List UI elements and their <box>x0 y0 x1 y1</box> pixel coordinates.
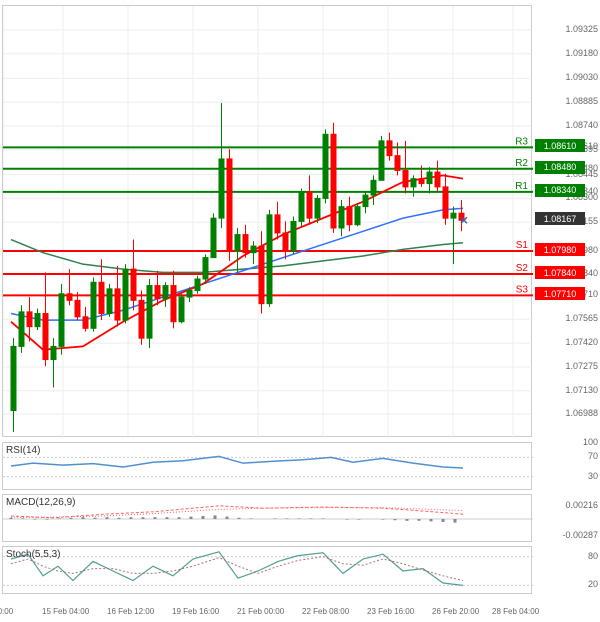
rsi-svg <box>3 443 533 491</box>
x-tick: 21 Feb 00:00 <box>237 607 284 616</box>
main-y-axis: 1.06988 1.07130 1.07275 1.07420 1.07565 1.077… <box>535 5 600 437</box>
sr-price-box: 1.08480 <box>535 161 585 174</box>
stoch-chart[interactable]: Stoch(5,5,3) <box>2 546 532 594</box>
rsi-label: RSI(14) <box>6 445 40 456</box>
y-tick: 1.07130 <box>565 385 598 395</box>
x-tick: 26 Feb 20:00 <box>432 607 479 616</box>
x-tick: eb 20:00 <box>0 607 13 616</box>
sr-price-box: 1.08340 <box>535 184 585 197</box>
stoch-tick: 20 <box>588 579 598 589</box>
stoch-svg <box>3 547 533 595</box>
main-price-chart[interactable]: R3 R2 R1 S1 S2 S3 <box>2 5 532 437</box>
y-tick: 1.08740 <box>565 120 598 130</box>
macd-label: MACD(12,26,9) <box>6 497 75 508</box>
y-tick: 1.09180 <box>565 48 598 58</box>
macd-chart[interactable]: MACD(12,26,9) <box>2 494 532 542</box>
x-tick: 16 Feb 12:00 <box>107 607 154 616</box>
y-tick: 1.07420 <box>565 337 598 347</box>
current-price-box: 1.08167 <box>535 212 585 225</box>
x-axis: eb 20:00 15 Feb 04:00 16 Feb 12:00 19 Feb 1… <box>2 601 532 616</box>
x-tick: 19 Feb 16:00 <box>172 607 219 616</box>
x-tick: 22 Feb 08:00 <box>302 607 349 616</box>
main-chart-svg: R3 R2 R1 S1 S2 S3 <box>3 6 533 438</box>
svg-text:S2: S2 <box>516 263 529 274</box>
stoch-tick: 80 <box>588 551 598 561</box>
sr-price-box: 1.07980 <box>535 243 585 256</box>
y-tick: 1.06988 <box>565 408 598 418</box>
y-tick: 1.07565 <box>565 313 598 323</box>
rsi-chart[interactable]: RSI(14) <box>2 442 532 490</box>
y-tick: 1.08885 <box>565 96 598 106</box>
svg-text:R1: R1 <box>515 181 528 192</box>
rsi-tick: 70 <box>588 451 598 461</box>
y-tick: 1.07275 <box>565 361 598 371</box>
rsi-tick: 100 <box>583 437 598 447</box>
x-tick: 28 Feb 04:00 <box>492 607 539 616</box>
y-tick: 1.09030 <box>565 72 598 82</box>
svg-text:S1: S1 <box>516 240 529 251</box>
macd-svg <box>3 495 533 543</box>
macd-y-axis: -0.00287 0.00216 <box>535 494 600 542</box>
macd-tick: 0.00216 <box>565 500 598 510</box>
stoch-y-axis: 2080 <box>535 546 600 594</box>
svg-text:R2: R2 <box>515 158 528 169</box>
svg-text:S3: S3 <box>516 284 529 295</box>
macd-tick: -0.00287 <box>562 530 598 540</box>
sr-price-box: 1.08610 <box>535 139 585 152</box>
x-tick: 23 Feb 16:00 <box>367 607 414 616</box>
stoch-label: Stoch(5,5,3) <box>6 549 60 560</box>
sr-price-box: 1.07840 <box>535 266 585 279</box>
x-tick: 15 Feb 04:00 <box>42 607 89 616</box>
rsi-tick: 30 <box>588 471 598 481</box>
svg-text:R3: R3 <box>515 136 528 147</box>
y-tick: 1.09325 <box>565 24 598 34</box>
sr-price-box: 1.07710 <box>535 287 585 300</box>
rsi-y-axis: 3070100 <box>535 442 600 490</box>
